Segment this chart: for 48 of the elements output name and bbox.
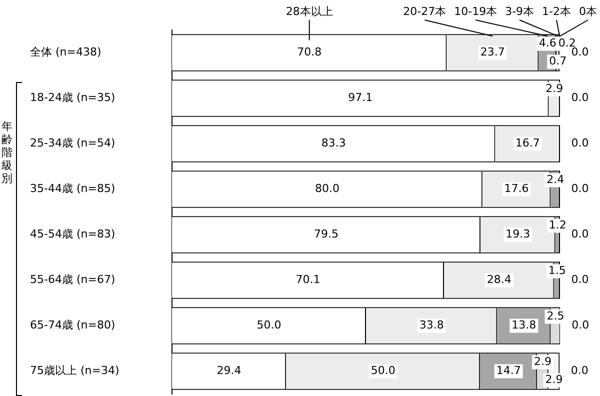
series-label: 1-2本 [542, 4, 572, 18]
y-tick-label: 18-24歳 (n=35) [30, 91, 116, 104]
y-tick-label: 25-34歳 (n=54) [30, 136, 116, 150]
data-label: 2.4 [546, 173, 564, 186]
data-label: 0.7 [549, 54, 567, 68]
data-label: 1.2 [548, 218, 566, 232]
data-label: 14.7 [496, 364, 521, 378]
data-label: 2.9 [545, 373, 563, 386]
data-label: 50.0 [256, 318, 282, 332]
data-label: 83.3 [321, 136, 346, 150]
y-tick-label: 65-74歳 (n=80) [30, 318, 116, 332]
data-label: 28.4 [486, 273, 512, 286]
data-label: 2.9 [546, 82, 564, 96]
data-label: 17.6 [504, 182, 529, 196]
data-label: 0.0 [571, 91, 589, 104]
data-label: 70.1 [296, 273, 320, 286]
y-tick-label: 全体 (n=438) [30, 46, 102, 59]
text: 0本 [579, 4, 597, 18]
data-label: 13.8 [512, 318, 536, 332]
data-label: 0.0 [571, 273, 589, 286]
data-label: 0.0 [571, 136, 589, 150]
data-label: 2.9 [534, 355, 552, 368]
data-label: 19.3 [506, 228, 530, 241]
data-label: 0.0 [570, 364, 588, 378]
data-label: 0.0 [571, 228, 589, 241]
data-label: 29.4 [216, 364, 242, 378]
y-tick-label: 45-54歳 (n=83) [30, 228, 116, 241]
data-label: 80.0 [314, 182, 340, 196]
y-tick-label: 75歳以上 (n=34) [30, 364, 120, 378]
series-label: 28本以上 [286, 4, 333, 18]
data-label: 50.0 [370, 364, 396, 378]
data-label: 97.1 [348, 91, 373, 104]
data-label: 0.0 [571, 182, 589, 196]
data-label: 70.8 [297, 46, 322, 59]
y-tick-label: 55-64歳 (n=67) [30, 273, 116, 286]
data-label: 4.6 [538, 36, 556, 50]
series-label: 20-27本 [403, 4, 446, 18]
data-label: 23.7 [480, 46, 505, 59]
data-label: 1.5 [548, 264, 566, 278]
data-label: 2.5 [546, 310, 564, 323]
data-label: 0.0 [572, 318, 590, 332]
y-tick-label: 35-44歳 (n=85) [30, 182, 116, 196]
text: 3-9本 [505, 4, 534, 18]
data-label: 79.5 [314, 228, 338, 241]
data-label: 33.8 [419, 318, 444, 332]
data-label: 16.7 [515, 136, 540, 150]
text: 年齢階級別 [0, 120, 14, 185]
text: 10-19本 [454, 4, 498, 18]
